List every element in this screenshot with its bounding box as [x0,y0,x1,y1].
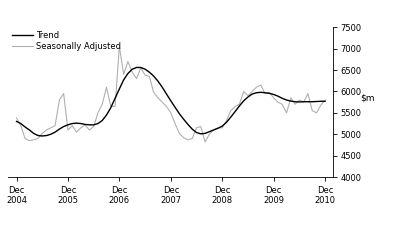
Y-axis label: $m: $m [360,93,374,102]
Legend: Trend, Seasonally Adjusted: Trend, Seasonally Adjusted [12,31,121,51]
